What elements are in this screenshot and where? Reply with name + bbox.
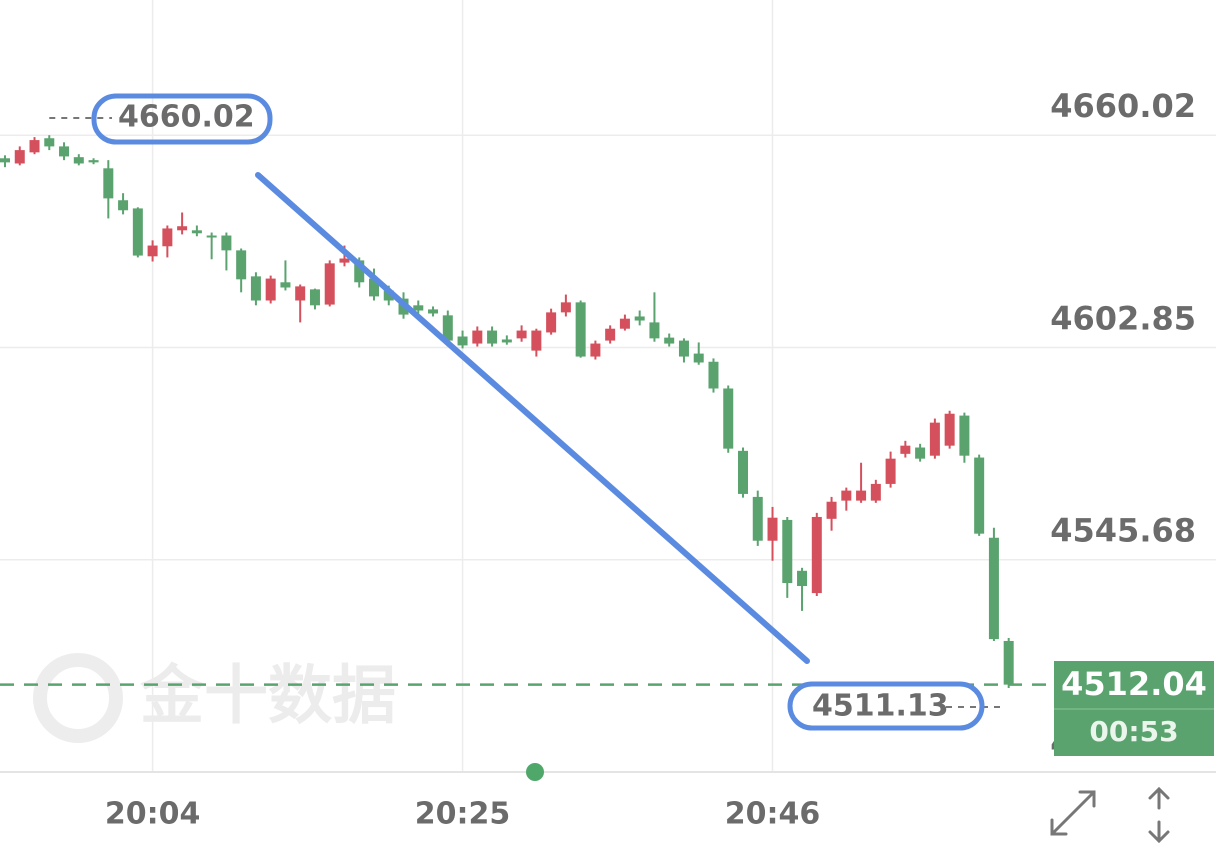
candle-body — [265, 278, 276, 301]
candle-body — [191, 230, 202, 234]
candle-body — [516, 330, 527, 339]
candle-body — [324, 263, 335, 305]
candle-body — [738, 450, 748, 494]
candle-body — [693, 353, 704, 363]
candle-body — [856, 490, 867, 501]
candle-body — [88, 160, 99, 163]
candle-body — [295, 286, 306, 301]
candle-body — [250, 276, 261, 301]
candle-body — [870, 483, 881, 501]
price-tag-value: 4512.04 — [1061, 665, 1207, 703]
watermark: 金十数据 — [33, 653, 396, 743]
candle-body — [472, 330, 483, 344]
highlight-box — [787, 681, 985, 731]
candle-body — [752, 496, 763, 541]
candle-body — [132, 208, 143, 256]
candle-body — [59, 146, 70, 157]
candle-body — [501, 339, 512, 343]
price-tag-countdown: 00:53 — [1089, 715, 1178, 748]
min-label: 4511.13 — [812, 689, 949, 724]
candle-body — [0, 158, 10, 163]
candle-body — [206, 235, 217, 238]
candle-body — [723, 388, 734, 449]
candle-body — [1003, 640, 1014, 685]
candle-body — [797, 570, 808, 587]
candle-body — [339, 258, 350, 263]
candle-body — [708, 361, 719, 389]
candle-body — [428, 309, 439, 314]
candle-body — [546, 312, 557, 333]
candle-body — [118, 200, 129, 211]
candle-body — [29, 140, 40, 153]
scale-icon[interactable] — [1148, 786, 1170, 844]
candle-body — [457, 336, 468, 346]
candle-body — [841, 490, 852, 501]
y-tick-label: 4602.85 — [1050, 299, 1196, 337]
y-tick-label: 4660.02 — [1050, 87, 1196, 125]
watermark-text: 金十数据 — [139, 660, 396, 734]
candle-body — [664, 337, 675, 344]
candle-body — [354, 260, 365, 283]
candle-body — [413, 305, 424, 311]
candle-body — [383, 290, 394, 301]
candle-body — [929, 422, 940, 456]
candle-body — [103, 168, 114, 199]
candle-body — [619, 318, 630, 329]
candle-body — [147, 245, 158, 257]
candle-body — [959, 415, 970, 456]
candle-body — [782, 519, 793, 584]
candle-body — [442, 315, 453, 341]
candle-body — [605, 328, 616, 341]
candle-body — [73, 157, 84, 164]
trend-stroke — [255, 172, 810, 664]
candle-body — [988, 537, 999, 640]
candle-body — [560, 302, 571, 313]
candle-body — [944, 413, 955, 446]
time-dot — [526, 763, 544, 781]
x-tick-label: 20:46 — [725, 797, 821, 832]
candle-body — [369, 278, 379, 297]
x-tick-label: 20:04 — [105, 797, 201, 832]
candle-body — [826, 501, 837, 519]
candle-body — [915, 447, 926, 459]
expand-icon[interactable] — [1050, 790, 1096, 836]
candle-body — [575, 302, 586, 357]
candle-body — [221, 235, 232, 251]
candle-body — [590, 343, 601, 357]
candle-body — [974, 457, 985, 534]
candle-body — [531, 330, 542, 351]
candle-body — [162, 228, 173, 247]
candle-body — [309, 289, 320, 306]
highlight-box — [91, 93, 273, 145]
candle-body — [177, 226, 188, 231]
candle-body — [14, 150, 25, 164]
candle-body — [811, 516, 822, 594]
candle-body — [634, 316, 645, 321]
candle-body — [900, 445, 911, 454]
y-tick-label: 4545.68 — [1050, 512, 1196, 550]
candle-body — [649, 322, 660, 339]
candle-body — [44, 138, 55, 147]
candle-body — [236, 250, 247, 280]
candle-body — [487, 330, 498, 344]
watermark-logo — [33, 653, 123, 743]
candle-body — [767, 517, 778, 541]
candle-body — [885, 458, 896, 484]
candle-body — [678, 340, 689, 357]
candle-body — [280, 282, 291, 288]
max-label: 4660.02 — [118, 100, 255, 135]
x-tick-label: 20:25 — [415, 797, 511, 832]
